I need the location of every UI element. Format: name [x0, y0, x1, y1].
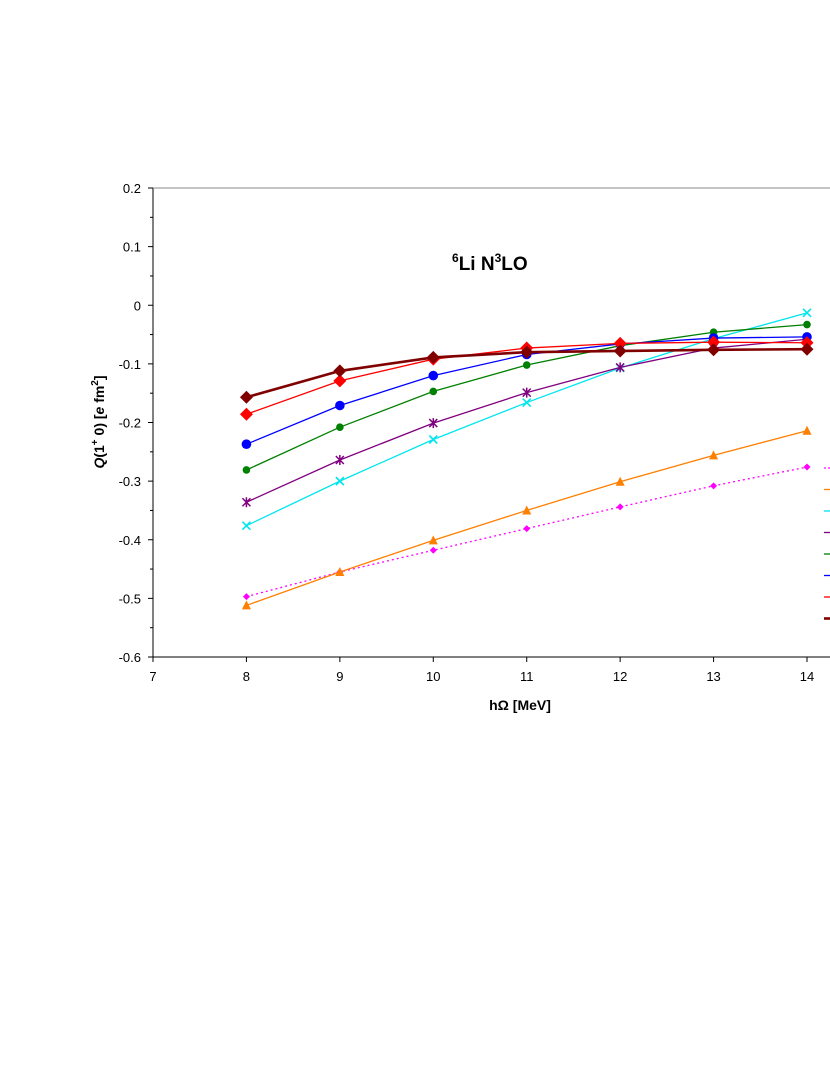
series-2 [241, 425, 812, 610]
x-tick-label: 8 [243, 669, 250, 684]
data-point [613, 336, 627, 350]
data-point [241, 521, 251, 531]
x-tick-label: 13 [706, 669, 720, 684]
data-point [707, 343, 721, 357]
data-point [242, 593, 250, 601]
data-point [710, 482, 718, 490]
data-point [616, 503, 624, 511]
y-tick-label: -0.5 [119, 591, 141, 606]
data-point [523, 525, 531, 533]
data-point [336, 423, 344, 431]
x-axis-label: hΩ [MeV] [489, 697, 551, 713]
x-tick-label: 10 [426, 669, 440, 684]
tick-labels: 0.2 0.1 0 -0.1 -0.2 -0.3 -0.4 -0.5 -0.6 7 8 9 10 11 12… [119, 181, 815, 684]
data-point [802, 425, 812, 435]
x-tick-label: 14 [800, 669, 814, 684]
data-point [800, 342, 814, 356]
data-point [522, 505, 532, 515]
data-point [242, 466, 251, 474]
data-point [802, 308, 812, 318]
y-tick-label: 0.1 [123, 240, 141, 255]
y-axis-label: Q(1+ 0) [e fm2] [90, 375, 107, 468]
data-point [615, 362, 625, 373]
y-tick-label: -0.3 [119, 474, 141, 489]
data-point [709, 450, 719, 460]
data-point [522, 398, 532, 408]
series-8 [239, 342, 814, 404]
data-point [428, 370, 439, 381]
data-point [333, 364, 347, 378]
data-point [429, 387, 438, 396]
data-point [615, 476, 625, 486]
y-tick-label: -0.4 [119, 533, 141, 548]
data-point [428, 434, 438, 445]
series-1 [242, 463, 811, 601]
x-tick-label: 9 [336, 669, 343, 684]
data-point [333, 374, 347, 388]
data-point [335, 476, 345, 486]
y-tick-label: -0.1 [119, 357, 141, 372]
x-tick-label: 7 [149, 669, 156, 684]
data-point [803, 463, 811, 471]
y-tick-label: 0 [134, 298, 141, 313]
x-tick-label: 11 [520, 669, 534, 684]
series-layer [239, 308, 814, 610]
data-point [335, 566, 345, 576]
series-line [246, 430, 808, 607]
data-point [241, 439, 252, 449]
data-point [428, 418, 438, 429]
data-point [241, 497, 251, 508]
y-tick-label: -0.2 [119, 416, 141, 431]
data-point [429, 546, 437, 554]
data-point [522, 361, 531, 369]
y-tick-label: -0.6 [119, 650, 141, 665]
data-point [520, 345, 534, 359]
data-point [241, 600, 251, 610]
data-point [335, 455, 345, 466]
data-point [707, 335, 721, 349]
chart-title: 6Li N3LO [452, 251, 528, 275]
data-point [522, 387, 532, 398]
data-point [428, 535, 438, 545]
data-point [335, 400, 345, 411]
axes [148, 187, 830, 662]
x-tick-label: 12 [613, 669, 627, 684]
data-point [613, 344, 627, 358]
y-tick-label: 0.2 [123, 181, 141, 196]
series-4 [241, 334, 812, 508]
data-point [426, 350, 440, 364]
legend [824, 467, 830, 620]
data-point [803, 320, 811, 329]
data-point [239, 390, 253, 404]
data-point [239, 407, 253, 421]
